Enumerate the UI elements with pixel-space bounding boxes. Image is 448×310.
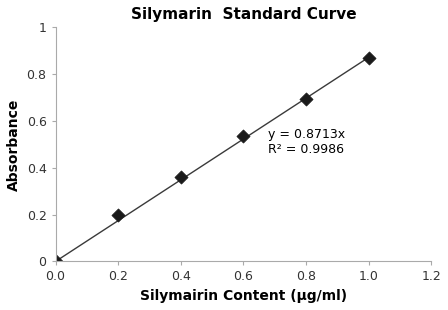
Point [365,55,372,60]
X-axis label: Silymairin Content (μg/ml): Silymairin Content (μg/ml) [140,289,347,303]
Title: Silymarin  Standard Curve: Silymarin Standard Curve [130,7,356,22]
Point [302,96,310,101]
Point [177,175,184,179]
Point [240,134,247,139]
Point [52,259,59,264]
Point [115,212,122,217]
Text: y = 0.8713x
R² = 0.9986: y = 0.8713x R² = 0.9986 [268,128,345,156]
Y-axis label: Absorbance: Absorbance [7,98,21,191]
